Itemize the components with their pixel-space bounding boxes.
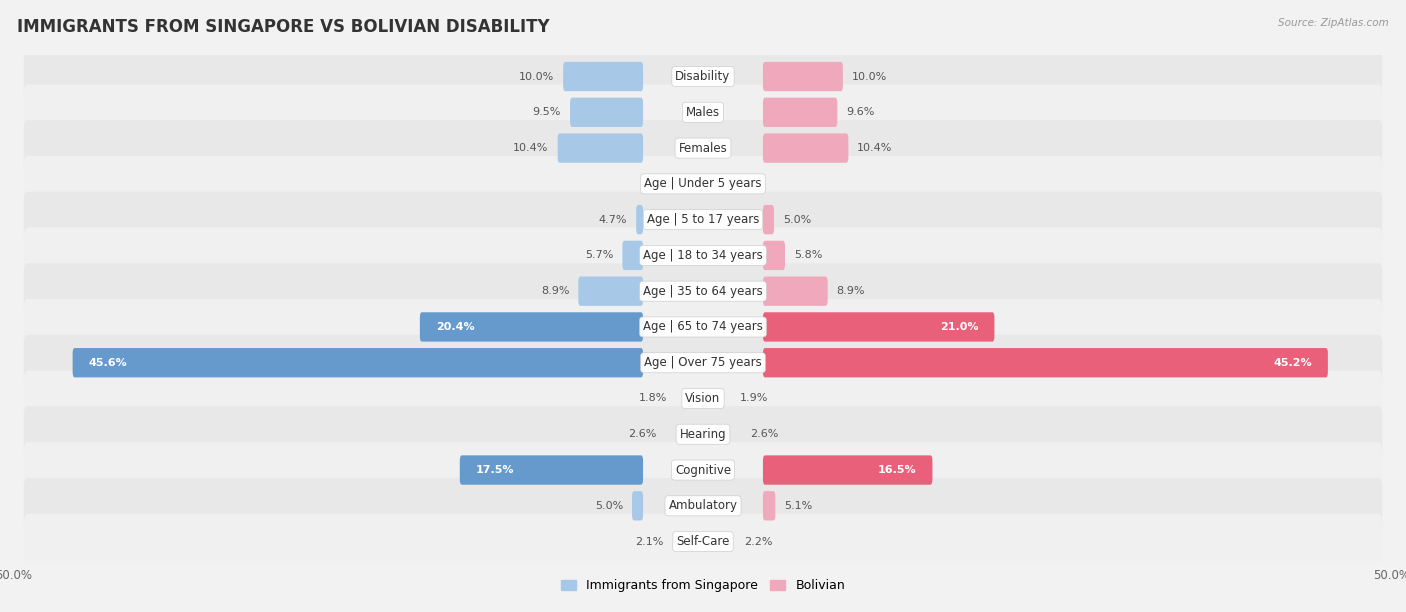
FancyBboxPatch shape	[24, 228, 1382, 283]
FancyBboxPatch shape	[460, 455, 643, 485]
Text: Age | Over 75 years: Age | Over 75 years	[644, 356, 762, 369]
Text: Age | 35 to 64 years: Age | 35 to 64 years	[643, 285, 763, 297]
FancyBboxPatch shape	[420, 312, 643, 341]
Text: 45.2%: 45.2%	[1274, 358, 1312, 368]
Text: 5.7%: 5.7%	[585, 250, 613, 260]
FancyBboxPatch shape	[73, 348, 643, 378]
Text: 8.9%: 8.9%	[541, 286, 569, 296]
Text: Disability: Disability	[675, 70, 731, 83]
Text: 5.0%: 5.0%	[595, 501, 623, 511]
Text: Age | 18 to 34 years: Age | 18 to 34 years	[643, 249, 763, 262]
FancyBboxPatch shape	[24, 48, 1382, 105]
Text: 1.9%: 1.9%	[740, 394, 769, 403]
Text: Ambulatory: Ambulatory	[668, 499, 738, 512]
Text: 8.9%: 8.9%	[837, 286, 865, 296]
FancyBboxPatch shape	[763, 205, 773, 234]
Text: 16.5%: 16.5%	[877, 465, 917, 475]
FancyBboxPatch shape	[763, 98, 838, 127]
FancyBboxPatch shape	[24, 156, 1382, 212]
FancyBboxPatch shape	[763, 491, 775, 520]
FancyBboxPatch shape	[24, 335, 1382, 390]
Text: Self-Care: Self-Care	[676, 535, 730, 548]
Text: Age | 5 to 17 years: Age | 5 to 17 years	[647, 213, 759, 226]
FancyBboxPatch shape	[24, 442, 1382, 498]
Text: 5.1%: 5.1%	[785, 501, 813, 511]
FancyBboxPatch shape	[763, 241, 785, 270]
FancyBboxPatch shape	[24, 263, 1382, 319]
Text: 5.8%: 5.8%	[794, 250, 823, 260]
Text: 1.1%: 1.1%	[648, 179, 676, 189]
FancyBboxPatch shape	[24, 120, 1382, 176]
Text: 1.8%: 1.8%	[638, 394, 668, 403]
FancyBboxPatch shape	[24, 371, 1382, 427]
Text: 10.4%: 10.4%	[513, 143, 548, 153]
Text: 45.6%: 45.6%	[89, 358, 127, 368]
Text: 10.0%: 10.0%	[852, 72, 887, 81]
Legend: Immigrants from Singapore, Bolivian: Immigrants from Singapore, Bolivian	[555, 575, 851, 597]
Text: 2.6%: 2.6%	[749, 429, 779, 439]
FancyBboxPatch shape	[636, 205, 643, 234]
FancyBboxPatch shape	[763, 133, 848, 163]
Text: Cognitive: Cognitive	[675, 463, 731, 477]
FancyBboxPatch shape	[763, 312, 994, 341]
Text: 1.0%: 1.0%	[728, 179, 756, 189]
FancyBboxPatch shape	[24, 192, 1382, 247]
FancyBboxPatch shape	[623, 241, 643, 270]
Text: Source: ZipAtlas.com: Source: ZipAtlas.com	[1278, 18, 1389, 28]
Text: Age | 65 to 74 years: Age | 65 to 74 years	[643, 321, 763, 334]
Text: 21.0%: 21.0%	[941, 322, 979, 332]
Text: 10.4%: 10.4%	[858, 143, 893, 153]
Text: 17.5%: 17.5%	[475, 465, 515, 475]
FancyBboxPatch shape	[564, 62, 643, 91]
FancyBboxPatch shape	[633, 491, 643, 520]
Text: 20.4%: 20.4%	[436, 322, 474, 332]
Text: Age | Under 5 years: Age | Under 5 years	[644, 177, 762, 190]
Text: Males: Males	[686, 106, 720, 119]
FancyBboxPatch shape	[569, 98, 643, 127]
Text: IMMIGRANTS FROM SINGAPORE VS BOLIVIAN DISABILITY: IMMIGRANTS FROM SINGAPORE VS BOLIVIAN DI…	[17, 18, 550, 36]
FancyBboxPatch shape	[24, 299, 1382, 355]
Text: 2.2%: 2.2%	[744, 537, 773, 547]
FancyBboxPatch shape	[24, 84, 1382, 140]
Text: 9.6%: 9.6%	[846, 107, 875, 118]
FancyBboxPatch shape	[24, 478, 1382, 534]
FancyBboxPatch shape	[24, 513, 1382, 570]
FancyBboxPatch shape	[763, 62, 842, 91]
Text: 2.6%: 2.6%	[627, 429, 657, 439]
FancyBboxPatch shape	[763, 277, 828, 306]
FancyBboxPatch shape	[578, 277, 643, 306]
FancyBboxPatch shape	[24, 406, 1382, 462]
Text: 10.0%: 10.0%	[519, 72, 554, 81]
Text: Vision: Vision	[685, 392, 721, 405]
Text: 2.1%: 2.1%	[634, 537, 664, 547]
FancyBboxPatch shape	[763, 348, 1327, 378]
Text: 9.5%: 9.5%	[533, 107, 561, 118]
Text: 4.7%: 4.7%	[599, 215, 627, 225]
Text: Hearing: Hearing	[679, 428, 727, 441]
Text: Females: Females	[679, 141, 727, 155]
Text: 5.0%: 5.0%	[783, 215, 811, 225]
FancyBboxPatch shape	[558, 133, 643, 163]
FancyBboxPatch shape	[763, 455, 932, 485]
